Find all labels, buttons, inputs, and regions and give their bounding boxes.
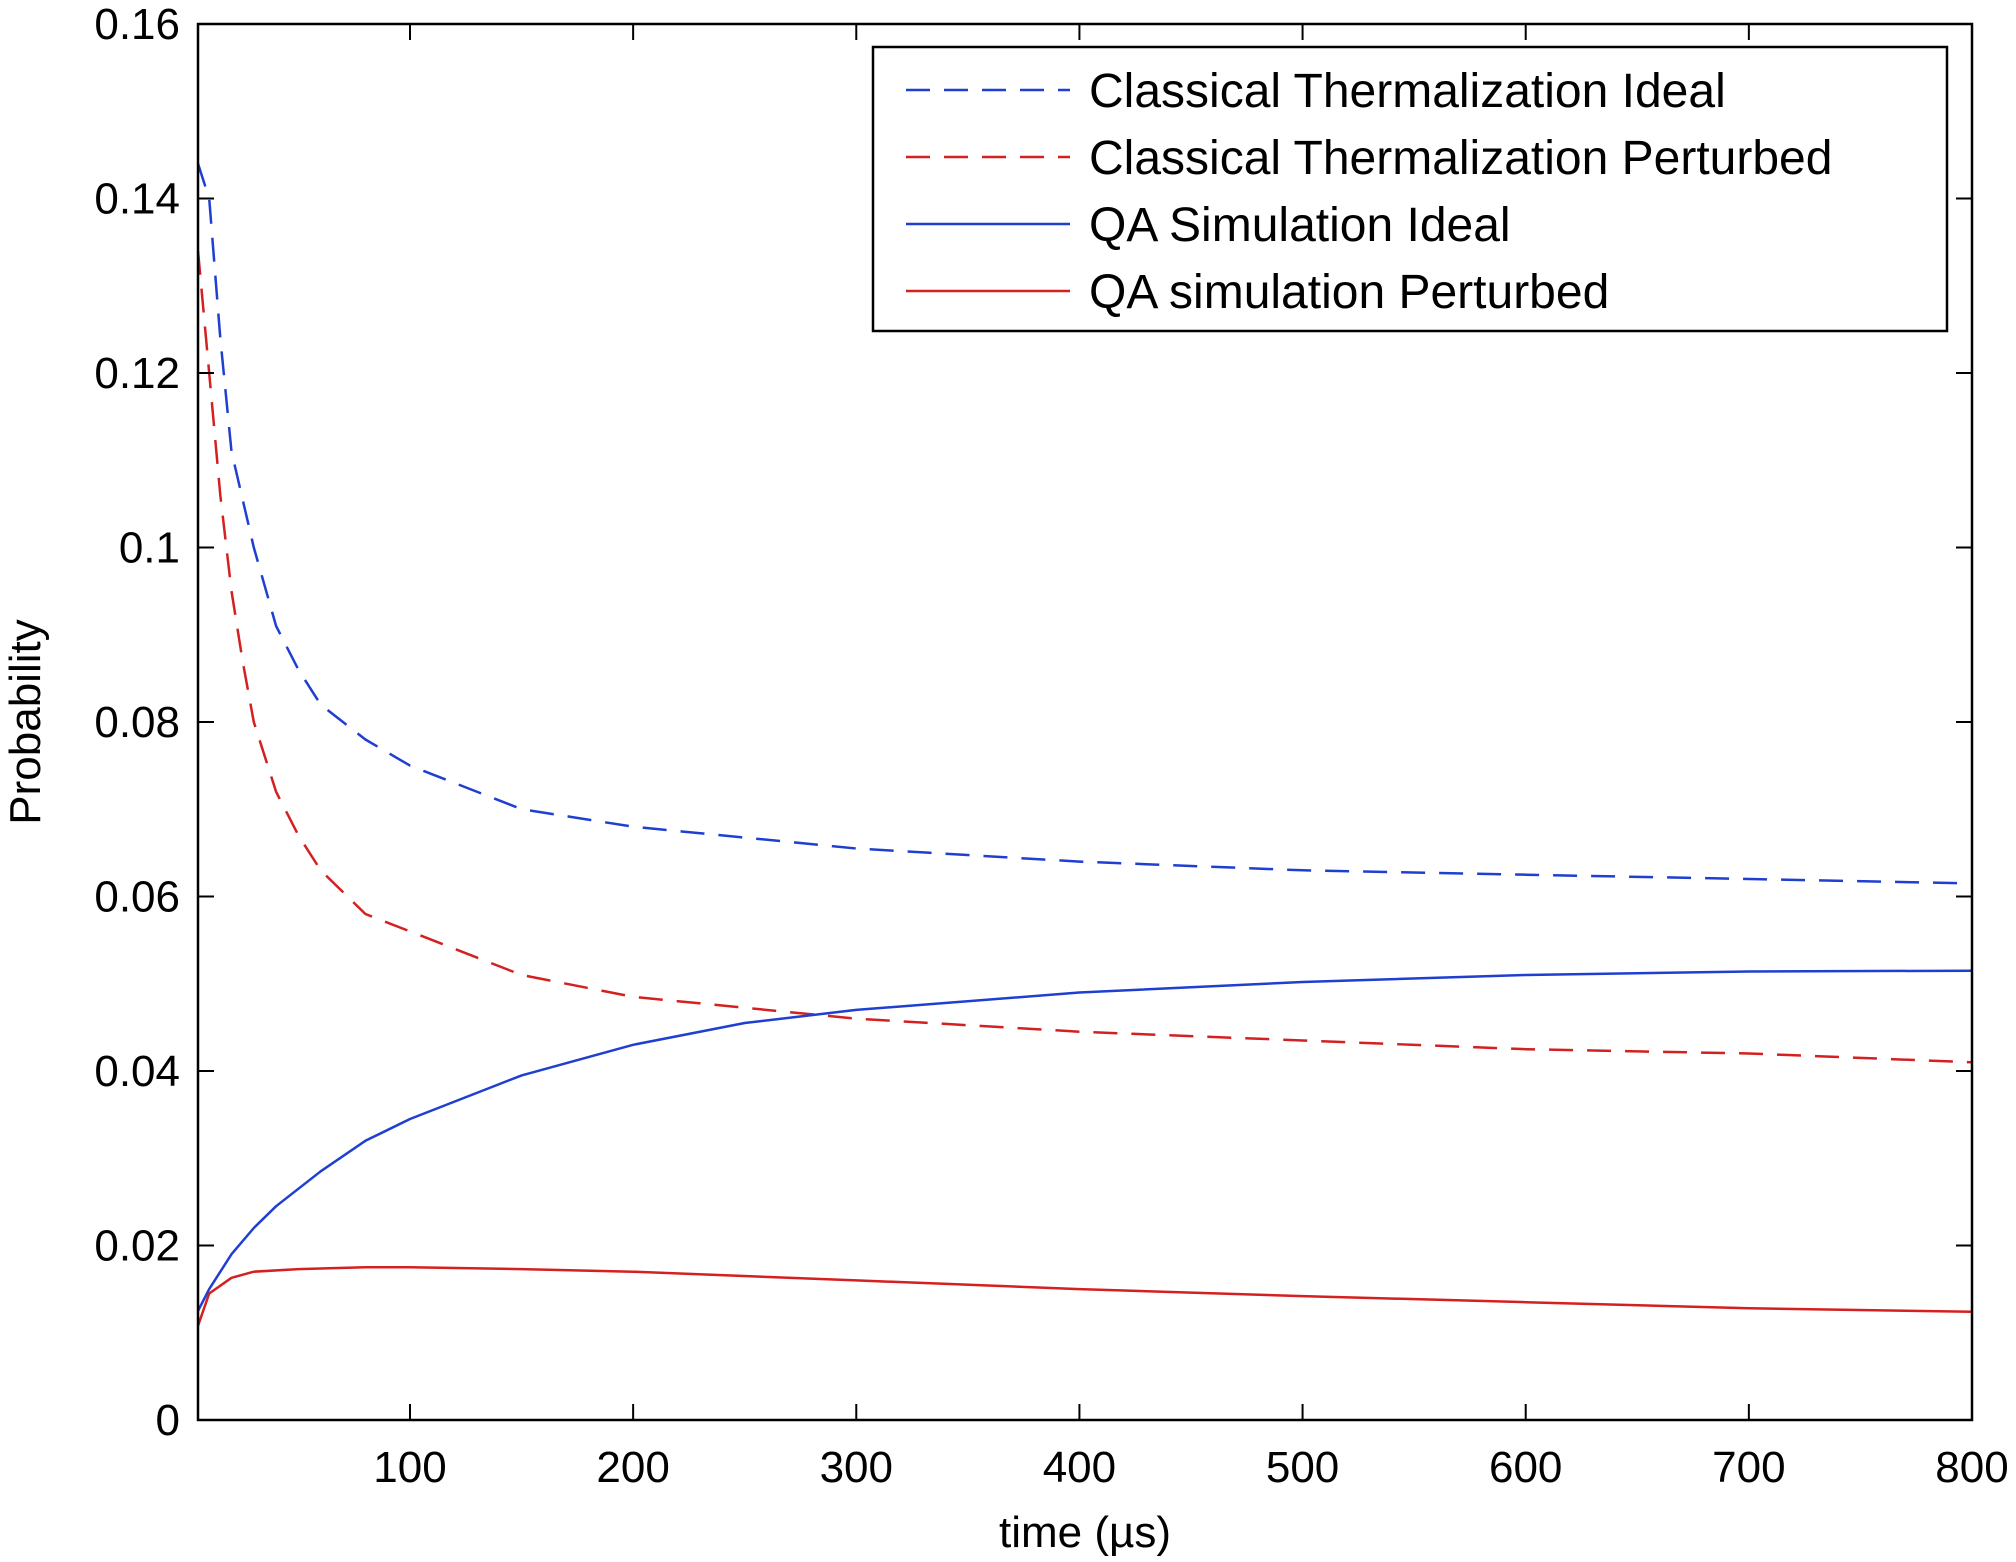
y-tick-label: 0.12 <box>94 349 180 398</box>
series-line-1 <box>196 163 1973 885</box>
y-tick-label: 0.02 <box>94 1222 180 1271</box>
y-tick-label: 0.1 <box>119 524 180 573</box>
legend-label-3: QA Simulation Ideal <box>1089 199 1511 252</box>
legend-label-1: Classical Thermalization Ideal <box>1089 65 1726 118</box>
legend-label-2: Classical Thermalization Perturbed <box>1089 132 1832 185</box>
series-layer <box>196 163 1973 1327</box>
legend-box <box>871 45 1949 333</box>
x-tick-label: 100 <box>373 1443 446 1492</box>
x-tick-label: 300 <box>820 1443 893 1492</box>
y-tick-label: 0.06 <box>94 873 180 922</box>
tick-layer: 100 200 300 400 500 600 700 800 0 0.02 0.04 0.06 0.0… <box>94 0 2008 1492</box>
x-tick-label: 500 <box>1266 1443 1339 1492</box>
legend-label-4: QA simulation Perturbed <box>1089 266 1609 319</box>
legend-items: Classical Thermalization Ideal Classical … <box>906 65 1832 319</box>
y-tick-label: 0.04 <box>94 1047 180 1096</box>
y-tick-label: 0.08 <box>94 698 180 747</box>
x-tick-label: 700 <box>1712 1443 1785 1492</box>
y-tick-label: 0.14 <box>94 175 180 224</box>
y-tick-label: 0.16 <box>94 0 180 49</box>
series-line-3 <box>196 969 1973 1312</box>
legend: Classical Thermalization Ideal Classical … <box>871 45 1949 333</box>
x-axis-label: time (µs) <box>999 1508 1171 1557</box>
series-line-4 <box>196 1266 1973 1327</box>
series-line-2 <box>196 250 1973 1064</box>
x-tick-label: 600 <box>1489 1443 1562 1492</box>
y-tick-label: 0 <box>156 1396 180 1445</box>
y-axis-label: Probability <box>1 619 50 824</box>
x-tick-label: 200 <box>596 1443 669 1492</box>
x-tick-label: 800 <box>1935 1443 2008 1492</box>
x-tick-label: 400 <box>1043 1443 1116 1492</box>
